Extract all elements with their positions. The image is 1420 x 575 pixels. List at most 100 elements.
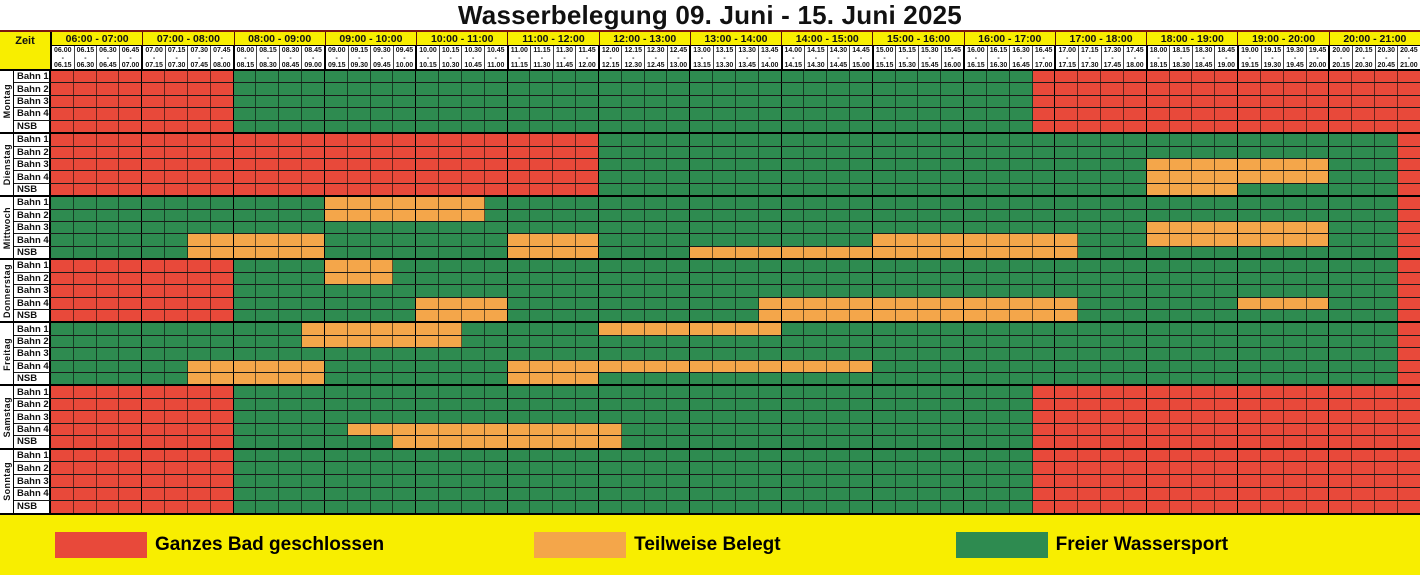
schedule-cell [1055, 209, 1079, 222]
schedule-cell [324, 449, 348, 462]
schedule-cell [872, 108, 896, 120]
schedule-cell [758, 488, 782, 500]
schedule-cell [644, 272, 668, 285]
schedule-cell [416, 411, 440, 423]
schedule-cell [1260, 386, 1284, 398]
schedule-cell [51, 373, 74, 385]
schedule-cell [781, 272, 805, 285]
schedule-cell [530, 386, 554, 398]
schedule-cell [872, 411, 896, 423]
lane-cells [51, 423, 1420, 436]
schedule-cell [1375, 449, 1398, 462]
schedule-cell [210, 183, 234, 196]
schedule-cell [370, 449, 394, 462]
schedule-cell [918, 108, 942, 120]
schedule-cell [302, 297, 325, 309]
schedule-cell [735, 475, 759, 487]
schedule-cell [1329, 260, 1353, 272]
schedule-cell [872, 436, 896, 448]
schedule-cell [1055, 335, 1079, 348]
schedule-cell [256, 134, 280, 146]
schedule-cell [461, 360, 485, 373]
schedule-cell [1146, 158, 1170, 171]
schedule-cell [142, 272, 166, 285]
schedule-cell [1260, 449, 1284, 462]
schedule-cell [598, 272, 622, 285]
schedule-cell [918, 246, 942, 259]
schedule-cell [1146, 146, 1170, 158]
schedule-cell [439, 209, 462, 222]
schedule-cell [51, 398, 74, 411]
schedule-cell [324, 83, 348, 95]
schedule-cell [1397, 234, 1420, 246]
schedule-cell [1169, 309, 1193, 322]
schedule-cell [1078, 209, 1102, 222]
schedule-cell [644, 183, 668, 196]
schedule-cell [1260, 360, 1284, 373]
schedule-cell [439, 360, 462, 373]
schedule-cell [1215, 323, 1239, 335]
schedule-cell [302, 171, 325, 183]
schedule-cell [644, 335, 668, 348]
schedule-cell [210, 234, 234, 246]
schedule-cell [1078, 183, 1102, 196]
schedule-cell [1009, 462, 1033, 475]
schedule-cell [621, 297, 645, 309]
schedule-cell [713, 488, 736, 500]
schedule-cell [233, 360, 257, 373]
schedule-cell [781, 436, 805, 448]
interval-cell: 19.15-19.30 [1261, 46, 1285, 71]
schedule-cell [461, 222, 485, 234]
lane-label: NSB [14, 183, 51, 196]
schedule-cell [941, 488, 965, 500]
schedule-cell [804, 309, 828, 322]
schedule-cell [1101, 146, 1124, 158]
schedule-cell [461, 348, 485, 360]
schedule-cell [598, 83, 622, 95]
schedule-cell [210, 323, 234, 335]
lane-label: Bahn 2 [14, 335, 51, 348]
schedule-cell [461, 183, 485, 196]
schedule-cell [1032, 475, 1056, 487]
lane-row: NSB [14, 373, 1420, 385]
schedule-cell [1375, 209, 1398, 222]
schedule-cell [324, 260, 348, 272]
schedule-cell [941, 272, 965, 285]
schedule-cell [849, 83, 873, 95]
schedule-cell [735, 272, 759, 285]
schedule-cell [461, 158, 485, 171]
schedule-cell [347, 183, 371, 196]
schedule-cell [1032, 83, 1056, 95]
schedule-cell [849, 158, 873, 171]
schedule-cell [872, 285, 896, 297]
lane-label: NSB [14, 373, 51, 385]
schedule-cell [895, 373, 919, 385]
schedule-cell [1329, 462, 1353, 475]
schedule-cell [279, 423, 303, 436]
lane-cells [51, 360, 1420, 373]
schedule-cell [1146, 488, 1170, 500]
schedule-cell [1260, 323, 1284, 335]
schedule-cell [210, 488, 234, 500]
lane-cells [51, 436, 1420, 448]
schedule-cell [804, 436, 828, 448]
schedule-cell [1032, 234, 1056, 246]
schedule-cell [1123, 272, 1147, 285]
schedule-cell [1032, 246, 1056, 259]
schedule-cell [644, 197, 668, 209]
schedule-cell [210, 71, 234, 83]
schedule-cell [324, 272, 348, 285]
schedule-cell [324, 398, 348, 411]
schedule-cell [781, 209, 805, 222]
schedule-cell [530, 436, 554, 448]
lane-label: Bahn 2 [14, 398, 51, 411]
schedule-cell [1009, 285, 1033, 297]
schedule-cell [1192, 120, 1216, 133]
schedule-cell [713, 234, 736, 246]
lane-cells [51, 108, 1420, 120]
schedule-cell [1101, 134, 1124, 146]
schedule-cell [735, 209, 759, 222]
schedule-cell [187, 158, 211, 171]
schedule-cell [530, 209, 554, 222]
interval-cell: 10.30-10.45 [462, 46, 485, 71]
